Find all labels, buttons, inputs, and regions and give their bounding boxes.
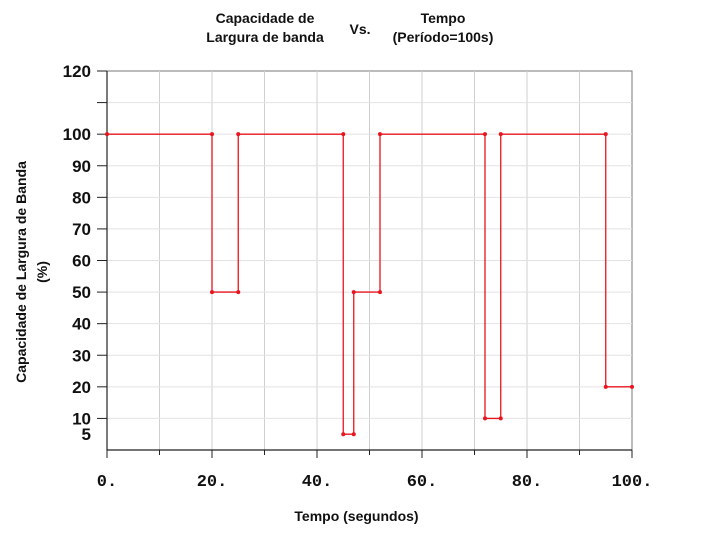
data-point [210,290,214,295]
data-point [341,132,346,137]
data-point [483,416,487,421]
data-point [210,132,214,137]
x-tick-label: 0. [97,473,117,492]
y-tick-label: 50 [72,283,91,302]
series-line [107,133,632,435]
data-point [236,132,241,137]
y-tick-label: 120 [63,62,91,81]
data-point [378,290,382,295]
data-point [603,132,608,137]
data-point [236,290,241,295]
y-tick-label: 30 [72,346,91,365]
title-line: Capacidade de Largura de banda [206,10,324,45]
x-tick-label: 40. [302,473,333,492]
x-tick-label: 20. [197,473,228,492]
x-axis-label: Tempo (segundos) [294,508,418,524]
data-point [483,132,487,137]
data-point [105,132,109,137]
chart-title-left: Capacidade de Largura de banda [190,9,340,47]
y-tick-label: 90 [72,157,91,176]
data-point [498,416,503,421]
y-tick-label: 60 [72,252,91,271]
y-tick-label: 80 [72,188,91,207]
data-point [603,384,608,389]
data-point [341,432,346,437]
chart-title-middle: Vs. [349,21,371,37]
data-point [378,132,382,137]
y-axis-label: Capacidade de Largura de Banda (%) [13,161,50,383]
y-tick-label: 100 [63,125,91,144]
x-tick-label: 100. [612,473,653,492]
data-point [630,384,634,389]
data-point [351,290,356,295]
y-axis-label-line: Capacidade de Largura de Banda [13,161,29,383]
y-tick-label: 40 [72,315,91,334]
y-tick-label: 10 [72,409,91,428]
x-tick-label: 80. [512,473,543,492]
x-tick-label: 60. [407,473,438,492]
y-axis-label-line: (%) [34,261,50,283]
y-tick-label: 20 [72,378,91,397]
y-tick-label: 5 [82,425,91,444]
title-line: Tempo (Período=100s) [392,10,494,45]
chart-title-right: Tempo (Período=100s) [378,9,508,47]
data-point [498,132,503,137]
y-tick-label: 70 [72,220,91,239]
data-point [351,432,356,437]
